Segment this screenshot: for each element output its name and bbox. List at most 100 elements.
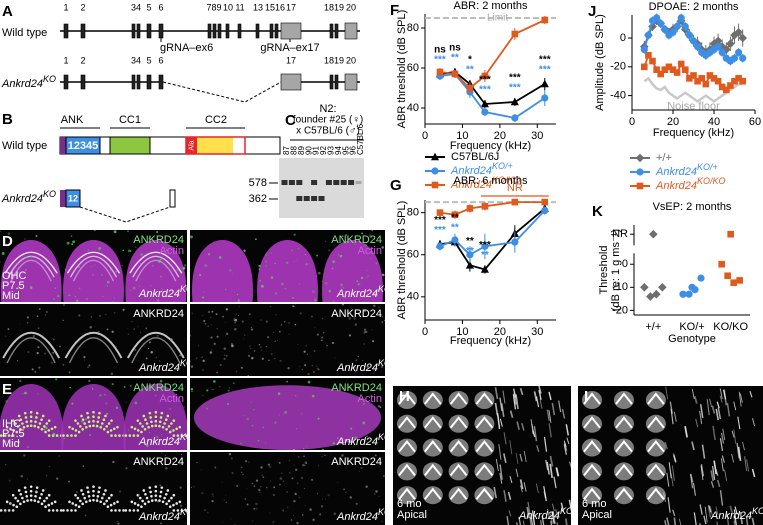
stereocilia-tip [113, 427, 116, 431]
speckle [183, 365, 186, 368]
speckle [142, 315, 144, 317]
data-point [640, 283, 649, 292]
speckle [291, 249, 293, 252]
speckle [101, 495, 104, 499]
speckle [38, 366, 41, 369]
micrograph [578, 386, 763, 525]
data-point [677, 14, 685, 22]
speckle [260, 466, 263, 469]
speckle [37, 346, 40, 349]
data-point [730, 30, 739, 40]
speckle [85, 418, 88, 421]
speckle [246, 417, 250, 421]
hair-bundle [583, 416, 601, 429]
speckle [106, 328, 109, 331]
bundle-stroke [742, 441, 745, 451]
speckle [360, 276, 364, 280]
micrograph [190, 230, 385, 302]
speckle [232, 382, 235, 385]
speckle [111, 330, 114, 333]
stereocilia-tip [92, 419, 95, 423]
bundle-stroke [734, 506, 738, 515]
stereocilia-tip [5, 425, 9, 429]
gel-band [325, 180, 332, 185]
significance-label: *** [539, 65, 551, 76]
speckle [382, 475, 385, 478]
stereocilia-tip [17, 489, 21, 492]
genotype-superscript: KO [43, 189, 56, 199]
bundle-stroke [699, 410, 703, 425]
data-point [709, 39, 719, 49]
exon [280, 73, 302, 91]
bundle-stroke [548, 423, 552, 438]
stereocilia-tip [24, 416, 28, 419]
stereocilia-tip [136, 429, 140, 432]
bundle-stroke [520, 485, 523, 493]
stereocilia-tip [34, 494, 37, 498]
speckle [365, 241, 368, 244]
gene-name: Ankrd24 [138, 288, 180, 300]
region-label: Apical [582, 509, 612, 521]
speckle [336, 437, 339, 439]
bundle-stroke [515, 394, 519, 410]
speckle [327, 494, 330, 497]
stereocilia-tip [154, 489, 158, 493]
y-tick-label: -20 [610, 61, 626, 73]
speckle [1, 252, 5, 256]
stereocilia-tip [77, 430, 81, 434]
speckle [155, 356, 158, 359]
speckle [185, 522, 186, 524]
stereocilia-tip [92, 498, 95, 502]
stereocilia-tip [92, 485, 95, 488]
speckle [66, 241, 70, 245]
speckle [306, 353, 309, 356]
micrograph [0, 378, 187, 450]
speckle [311, 365, 313, 367]
bundle-stroke [553, 476, 557, 489]
exon [334, 23, 339, 39]
speckle [1, 285, 4, 288]
speckle [225, 501, 227, 503]
exon [158, 74, 164, 90]
stain-label: ANKRD24 [133, 234, 184, 246]
nr-label: NR [507, 182, 523, 194]
speckle [177, 251, 181, 255]
hair-cell [582, 462, 602, 481]
micrograph [0, 304, 187, 376]
speckle [367, 276, 369, 278]
bundle-stroke [551, 402, 556, 416]
stereocilia [6, 337, 56, 364]
stereocilia-tip [143, 502, 147, 506]
significance-label: ns [449, 43, 461, 54]
stereocilia [69, 255, 118, 278]
hair-cell [397, 462, 417, 481]
speckle [88, 379, 91, 383]
speckle [222, 521, 224, 523]
speckle [197, 345, 199, 347]
bundle-stroke [716, 401, 720, 409]
speckle [211, 499, 214, 503]
speckle [143, 345, 145, 347]
hair-cell [448, 391, 469, 409]
bundle-stroke [672, 453, 677, 462]
speckle [163, 263, 166, 266]
micrograph [190, 378, 385, 450]
exon [63, 23, 69, 39]
hair-bundle [398, 463, 416, 477]
speckle [52, 432, 56, 436]
speckle [156, 334, 159, 337]
speckle [99, 315, 101, 317]
bundle-stroke [709, 506, 713, 516]
stain-label: Actin [358, 393, 382, 405]
speckle [27, 446, 30, 449]
speckle [87, 366, 89, 368]
data-point [673, 69, 681, 76]
data-point [724, 272, 731, 280]
speckle [210, 316, 212, 319]
speckle [272, 523, 274, 525]
stereocilia-tip [74, 493, 77, 497]
speckle [209, 351, 213, 354]
stereocilia-tip [97, 490, 100, 494]
speckle [320, 505, 324, 508]
stereocilia-tip [110, 509, 113, 512]
